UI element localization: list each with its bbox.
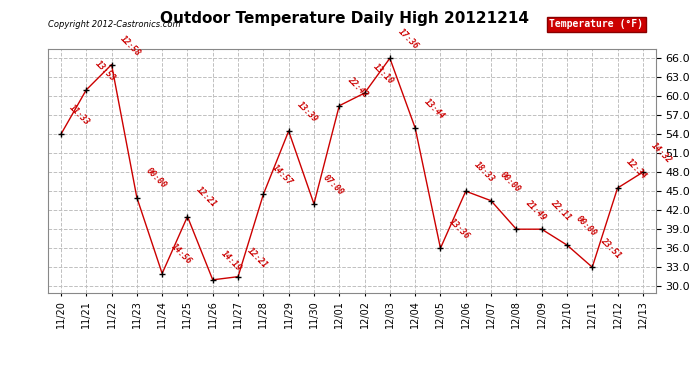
Text: 13:53: 13:53 (93, 59, 117, 83)
Text: 12:34: 12:34 (624, 157, 649, 181)
Text: 11:33: 11:33 (68, 103, 92, 127)
Text: 12:58: 12:58 (119, 34, 143, 58)
Text: 12:21: 12:21 (245, 246, 269, 270)
Text: 22:11: 22:11 (549, 198, 573, 222)
Text: Outdoor Temperature Daily High 20121214: Outdoor Temperature Daily High 20121214 (161, 11, 529, 26)
Text: 18:33: 18:33 (473, 160, 497, 184)
Text: 14:56: 14:56 (169, 243, 193, 267)
Text: 14:19: 14:19 (219, 249, 244, 273)
Text: 13:36: 13:36 (447, 217, 471, 241)
Text: Temperature (°F): Temperature (°F) (549, 19, 643, 29)
Text: 14:57: 14:57 (270, 164, 295, 188)
Text: 23:51: 23:51 (599, 236, 623, 260)
Text: 07:00: 07:00 (321, 173, 345, 197)
Text: 12:21: 12:21 (195, 186, 219, 210)
Text: 13:44: 13:44 (422, 97, 446, 121)
Text: 13:39: 13:39 (295, 100, 319, 124)
Text: 17:36: 17:36 (397, 27, 421, 51)
Text: 13:10: 13:10 (371, 62, 395, 86)
Text: 00:00: 00:00 (574, 214, 598, 238)
Text: 21:49: 21:49 (523, 198, 547, 222)
Text: 22:42: 22:42 (346, 75, 371, 99)
Text: 14:32: 14:32 (650, 141, 674, 165)
Text: 00:00: 00:00 (144, 166, 168, 190)
Text: 00:00: 00:00 (498, 170, 522, 194)
Text: Copyright 2012-Castronics.com: Copyright 2012-Castronics.com (48, 20, 181, 29)
